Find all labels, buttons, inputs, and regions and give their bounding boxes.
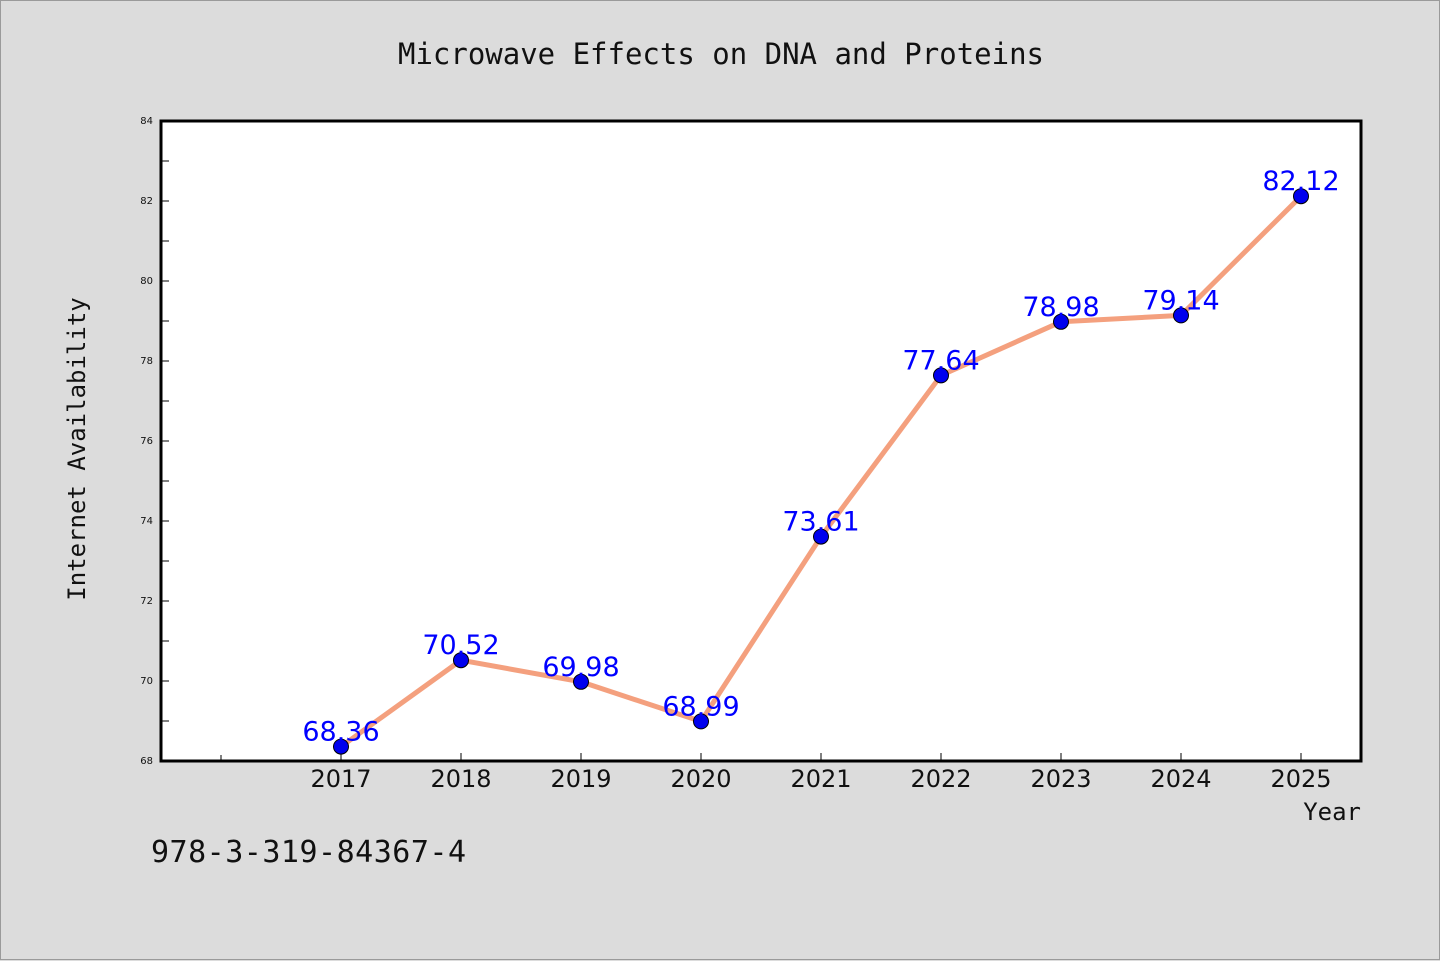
data-label: 82.12 [1262, 166, 1339, 197]
y-tick-label: 74 [140, 516, 153, 527]
data-label: 70.52 [422, 630, 499, 661]
x-tick-label: 2023 [1030, 765, 1091, 793]
data-point [1173, 307, 1189, 324]
data-label: 68.99 [662, 691, 739, 722]
data-label: 79.14 [1142, 285, 1219, 316]
x-tick-label: 2021 [790, 765, 851, 793]
data-point [573, 673, 589, 690]
data-point [933, 367, 949, 384]
chart-title: Microwave Effects on DNA and Proteins [398, 37, 1044, 71]
y-axis: 68 70 72 74 76 78 80 82 84 [140, 116, 169, 767]
data-point [453, 652, 469, 669]
marker-layer [333, 188, 1309, 755]
y-tick-label: 84 [140, 116, 153, 127]
data-point [1293, 188, 1309, 205]
data-label: 77.64 [902, 345, 979, 376]
data-label: 69.98 [542, 652, 619, 683]
y-tick-label: 68 [140, 756, 153, 767]
x-tick-label: 2025 [1270, 765, 1331, 793]
y-tick-label: 78 [140, 356, 153, 367]
data-label: 73.61 [782, 507, 859, 538]
y-axis-label: Internet Availability [63, 297, 91, 600]
x-tick-label: 2019 [550, 765, 611, 793]
data-point [1053, 313, 1069, 330]
plot-area [159, 119, 1363, 763]
x-tick-label: 2024 [1150, 765, 1211, 793]
y-tick-label: 82 [140, 196, 153, 207]
data-label: 78.98 [1022, 292, 1099, 323]
x-tick-label: 2017 [310, 765, 371, 793]
y-tick-label: 72 [140, 596, 153, 607]
x-axis: 2017 2018 2019 2020 2021 2022 2023 2024 2025 [220, 753, 1332, 793]
data-label-layer: 68.36 70.52 69.98 68.99 73.61 77.64 78.98 79.14… [302, 166, 1339, 747]
data-point [813, 528, 829, 545]
y-tick-label: 76 [140, 436, 153, 447]
data-label: 68.36 [302, 717, 379, 748]
x-tick-label: 2018 [430, 765, 491, 793]
data-point [693, 713, 709, 730]
y-tick-label: 70 [140, 676, 153, 687]
x-tick-label: 2022 [910, 765, 971, 793]
y-tick-label: 80 [140, 276, 153, 287]
x-axis-label: Year [1303, 798, 1361, 826]
isbn-label: 978-3-319-84367-4 [151, 835, 467, 870]
data-point [333, 738, 349, 755]
x-tick-label: 2020 [670, 765, 731, 793]
